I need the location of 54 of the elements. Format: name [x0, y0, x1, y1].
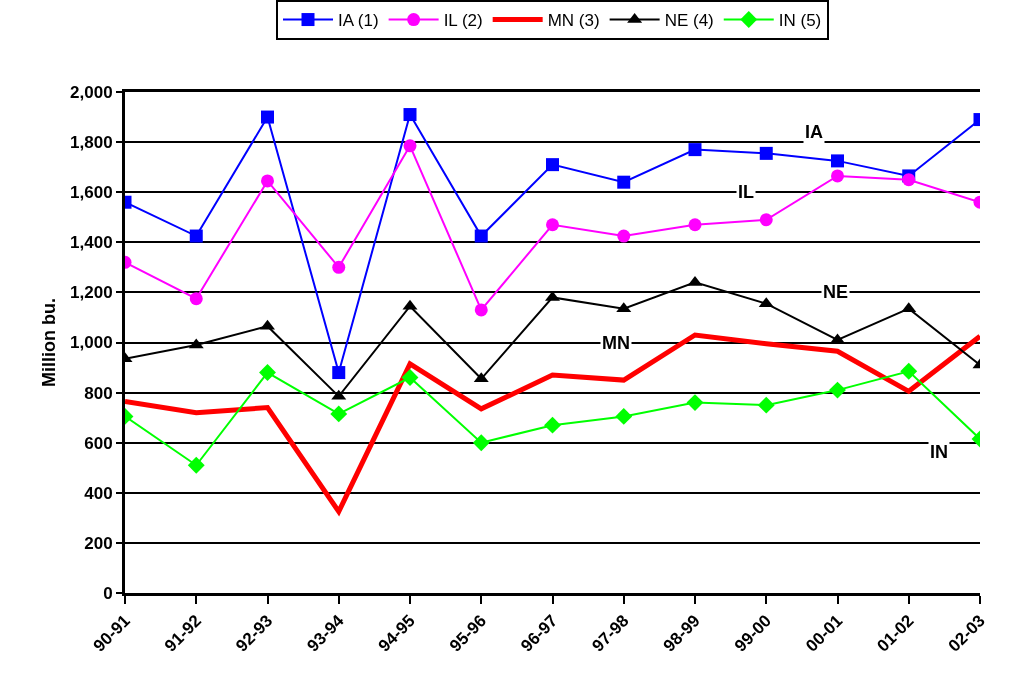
y-tick-label: 1,400 [70, 233, 113, 253]
point [688, 143, 702, 157]
y-tick-label: 200 [84, 533, 113, 553]
point [759, 146, 773, 160]
point [259, 364, 276, 382]
y-axis-title: Million bu. [39, 298, 60, 387]
point [757, 396, 775, 414]
annotation: MN [602, 333, 630, 353]
point [617, 175, 631, 189]
point [902, 173, 916, 187]
point [403, 139, 417, 153]
point [330, 405, 348, 423]
y-tick-label: 1,000 [70, 333, 113, 353]
point [332, 260, 346, 274]
point [401, 369, 419, 387]
y-tick-label: 400 [84, 483, 113, 503]
point [615, 407, 633, 425]
y-tick-label: 2,000 [70, 82, 113, 102]
y-tick-label: 800 [84, 383, 113, 403]
legend-label: IL (2) [443, 11, 483, 31]
y-tick-label: 1,200 [70, 283, 113, 303]
annotation: IL [738, 182, 754, 202]
point [829, 381, 846, 399]
legend-label: IA (1) [338, 11, 379, 31]
point [403, 108, 417, 122]
legend-label: MN (3) [547, 11, 600, 31]
point [686, 394, 704, 412]
point [187, 456, 205, 474]
point [332, 366, 346, 380]
point [544, 416, 561, 434]
point [474, 303, 488, 317]
point [189, 229, 203, 243]
point [472, 434, 490, 452]
annotation: NE [823, 282, 849, 302]
y-tick-label: 1,600 [70, 183, 113, 203]
legend-label: NE (4) [664, 11, 714, 31]
legend-label: IN (5) [778, 11, 822, 31]
point [261, 110, 274, 124]
point [831, 169, 844, 183]
point [546, 218, 559, 232]
point [900, 362, 918, 380]
point [474, 229, 488, 243]
annotation: IA [805, 122, 823, 142]
y-tick-label: 600 [84, 433, 113, 453]
point [759, 213, 773, 227]
annotation: IN [930, 442, 948, 462]
point [189, 292, 203, 306]
point [261, 174, 274, 188]
point [688, 218, 702, 232]
y-tick-label: 1,800 [70, 133, 113, 153]
point [546, 158, 559, 172]
point [831, 154, 844, 168]
point [617, 229, 631, 243]
y-tick-label: 0 [103, 583, 113, 603]
